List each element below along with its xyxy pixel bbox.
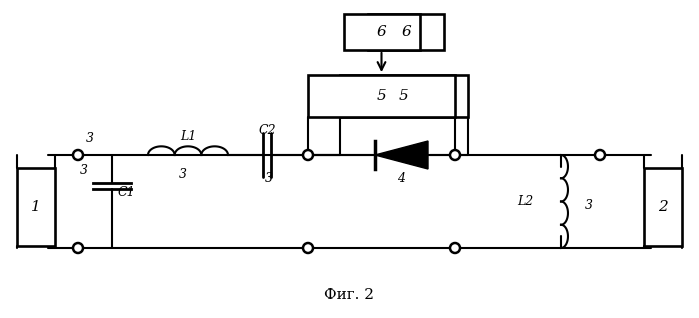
Text: L1: L1 <box>180 130 196 143</box>
Text: 5: 5 <box>377 89 387 103</box>
Circle shape <box>450 243 460 253</box>
Bar <box>17 168 55 246</box>
Text: 3: 3 <box>179 169 187 182</box>
Text: 5: 5 <box>399 89 409 103</box>
Text: 3: 3 <box>265 172 273 185</box>
Circle shape <box>450 150 460 160</box>
Text: 6: 6 <box>377 25 387 39</box>
Text: C1: C1 <box>118 186 136 199</box>
Text: Фиг. 2: Фиг. 2 <box>324 288 375 302</box>
Bar <box>644 168 682 246</box>
Bar <box>308 75 455 117</box>
Text: 6: 6 <box>401 25 411 39</box>
Text: 3: 3 <box>585 199 593 212</box>
Text: 1: 1 <box>31 200 41 214</box>
Text: 4: 4 <box>398 172 405 185</box>
Bar <box>343 14 419 50</box>
Text: 2: 2 <box>658 200 668 214</box>
Circle shape <box>73 150 83 160</box>
Text: L2: L2 <box>517 195 533 208</box>
Text: C2: C2 <box>258 125 276 137</box>
Circle shape <box>73 243 83 253</box>
Bar <box>340 75 468 117</box>
Text: 3: 3 <box>86 133 94 146</box>
Circle shape <box>595 150 605 160</box>
Bar <box>368 14 444 50</box>
Circle shape <box>303 243 313 253</box>
Text: 3: 3 <box>80 163 88 176</box>
Circle shape <box>303 150 313 160</box>
Polygon shape <box>375 141 428 169</box>
